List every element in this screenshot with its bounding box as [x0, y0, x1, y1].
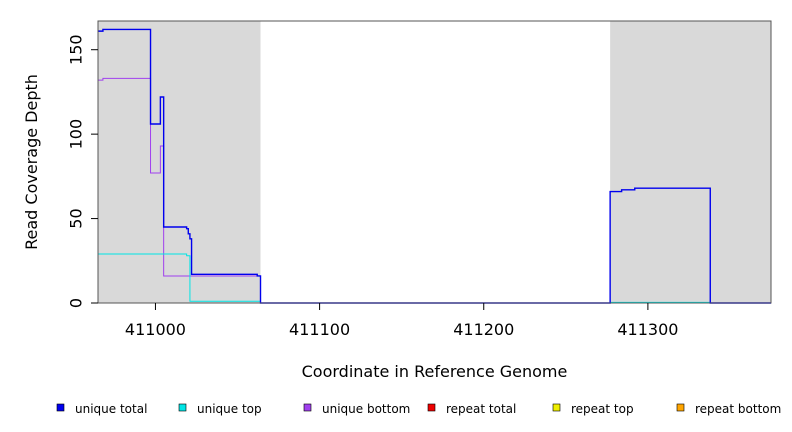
shaded-regions — [98, 21, 771, 303]
x-tick-label: 411200 — [453, 320, 514, 339]
y-tick-label: 150 — [67, 34, 86, 65]
legend-swatch — [178, 403, 187, 412]
x-tick-label: 411300 — [617, 320, 678, 339]
x-tick-label: 411100 — [289, 320, 350, 339]
shaded-region-2 — [610, 21, 771, 303]
y-tick-label: 100 — [67, 119, 86, 150]
legend-item-unique-total: unique total — [56, 402, 147, 416]
y-tick-label: 50 — [67, 208, 86, 228]
y-axis-title: Read Coverage Depth — [22, 74, 41, 250]
axes: 411000 411100 411200 411300 0 50 100 150 — [67, 34, 679, 339]
plot-frame — [97, 20, 772, 304]
legend-label: repeat bottom — [695, 402, 781, 416]
legend-label: repeat total — [446, 402, 516, 416]
legend-label: unique top — [197, 402, 262, 416]
shaded-region-1 — [98, 21, 261, 303]
y-tick-label: 0 — [67, 298, 86, 308]
legend-label: unique total — [75, 402, 147, 416]
x-axis-title: Coordinate in Reference Genome — [302, 362, 568, 381]
legend-swatch — [56, 403, 65, 412]
legend-label: unique bottom — [322, 402, 410, 416]
legend-item-repeat-total: repeat total — [427, 402, 516, 416]
legend-swatch — [303, 403, 312, 412]
legend-item-repeat-bottom: repeat bottom — [676, 402, 781, 416]
x-tick-label: 411000 — [125, 320, 186, 339]
legend-item-repeat-top: repeat top — [552, 402, 634, 416]
legend-label: repeat top — [571, 402, 634, 416]
legend-swatch — [676, 403, 685, 412]
legend-item-unique-bottom: unique bottom — [303, 402, 410, 416]
series-line-unique-total — [98, 28, 771, 304]
legend-item-unique-top: unique top — [178, 402, 262, 416]
legend-swatch — [427, 403, 436, 412]
legend-swatch — [552, 403, 561, 412]
legend: unique total unique top unique bottom repea… — [56, 402, 781, 416]
